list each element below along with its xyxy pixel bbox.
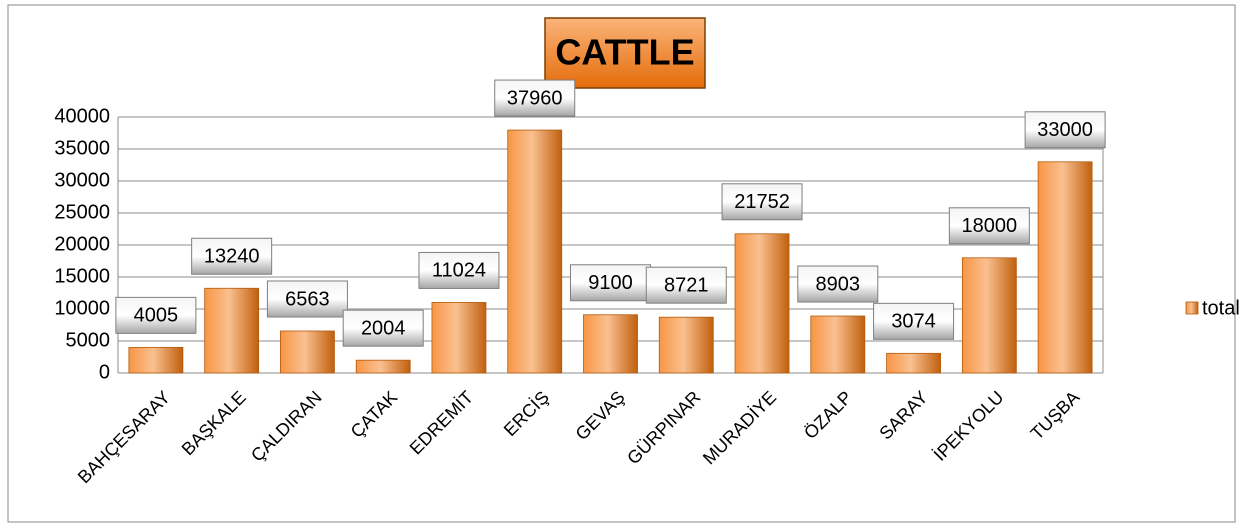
data-label-box (266, 280, 348, 318)
legend-swatch (1185, 301, 1199, 315)
bar (128, 346, 184, 374)
chart-title: CATTLE (555, 32, 694, 73)
bar (1037, 161, 1093, 374)
data-label-box (418, 251, 500, 289)
data-label-box (948, 207, 1030, 245)
data-label-box (570, 264, 651, 302)
y-tick-label: 0 (99, 361, 110, 383)
bar (583, 314, 638, 374)
data-label-box (797, 265, 879, 303)
bar (734, 233, 790, 374)
data-label: 9100 (570, 264, 651, 302)
data-label-text: 8903 (816, 273, 861, 295)
data-label: 2004 (342, 309, 424, 347)
y-tick-label: 10000 (54, 297, 110, 319)
data-label-box (191, 237, 273, 275)
y-tick-label: 20000 (54, 233, 110, 255)
data-label: 18000 (948, 207, 1030, 245)
data-label-text: 33000 (1037, 119, 1093, 141)
data-label: 13240 (191, 237, 273, 275)
bar (810, 315, 866, 374)
data-label-text: 21752 (734, 191, 790, 213)
data-label-text: 11024 (432, 260, 486, 282)
bar (204, 287, 260, 374)
data-label-text: 9100 (588, 272, 633, 294)
data-label: 8903 (797, 265, 879, 303)
legend-label: total (1202, 297, 1240, 319)
data-label: 3074 (873, 302, 955, 340)
title-box (544, 17, 706, 89)
data-label-text: 37960 (507, 87, 563, 109)
data-label-text: 4005 (134, 305, 179, 327)
bar (507, 129, 563, 374)
y-tick-label: 15000 (54, 265, 110, 287)
y-tick-label: 25000 (54, 201, 110, 223)
data-label-text: 6563 (285, 288, 330, 310)
y-tick-label: 35000 (54, 137, 110, 159)
data-label-box (1024, 111, 1106, 149)
data-label-box (645, 266, 727, 304)
data-label-text: 3074 (891, 311, 936, 333)
data-label: 8721 (645, 266, 727, 304)
data-label: 11024 (418, 251, 500, 289)
data-label-text: 13240 (204, 246, 260, 268)
data-label: 33000 (1024, 111, 1106, 149)
data-label: 37960 (494, 79, 576, 117)
bar (431, 302, 487, 374)
bar (886, 352, 941, 374)
data-label-box (342, 309, 424, 347)
data-label-box (115, 296, 197, 334)
y-tick-label: 30000 (54, 169, 110, 191)
data-label-text: 2004 (361, 317, 406, 339)
data-label-box (873, 302, 955, 340)
y-tick-label: 40000 (54, 105, 110, 127)
data-label-text: 8721 (664, 274, 709, 296)
bar (280, 330, 335, 374)
bar (961, 257, 1017, 374)
data-label: 21752 (721, 183, 803, 221)
bar (658, 316, 714, 374)
data-label: 6563 (266, 280, 348, 318)
data-label-text: 18000 (962, 215, 1018, 237)
data-label-box (721, 183, 803, 221)
bar (355, 359, 411, 374)
data-label: 4005 (115, 296, 197, 334)
data-label-box (494, 79, 576, 117)
y-tick-label: 5000 (66, 329, 111, 351)
